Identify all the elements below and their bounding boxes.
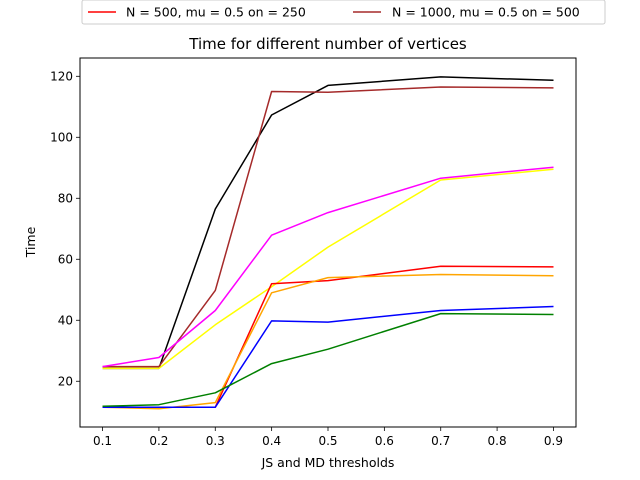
y-tick-label: 60 xyxy=(58,252,73,266)
x-tick-label: 0.5 xyxy=(318,434,337,448)
x-tick-label: 0.9 xyxy=(544,434,563,448)
x-tick-label: 0.7 xyxy=(431,434,450,448)
y-tick-label: 80 xyxy=(58,191,73,205)
x-tick-label: 0.4 xyxy=(262,434,281,448)
x-tick-label: 0.2 xyxy=(149,434,168,448)
y-axis-label: Time xyxy=(23,226,38,258)
series-line-0 xyxy=(102,76,554,370)
x-tick-label: 0.8 xyxy=(488,434,507,448)
series-line-1 xyxy=(102,86,554,368)
x-tick-label: 0.3 xyxy=(206,434,225,448)
legend: N = 500, mu = 0.5 on = 250 N = 1000, mu … xyxy=(81,0,606,25)
series-line-3 xyxy=(102,168,554,370)
y-tick-label: 100 xyxy=(50,130,73,144)
x-tick-label: 0.1 xyxy=(93,434,112,448)
plot-frame xyxy=(79,57,577,428)
legend-label-0: N = 500, mu = 0.5 on = 250 xyxy=(126,5,306,20)
y-tick-label: 40 xyxy=(58,313,73,327)
series-line-5 xyxy=(102,273,554,410)
y-tick-label: 120 xyxy=(50,69,73,83)
legend-label-1: N = 1000, mu = 0.5 on = 500 xyxy=(392,5,580,20)
y-tick-label: 20 xyxy=(58,374,73,388)
x-axis-label: JS and MD thresholds xyxy=(261,455,395,470)
x-tick-label: 0.6 xyxy=(375,434,394,448)
series-line-6 xyxy=(102,305,554,408)
chart-title: Time for different number of vertices xyxy=(188,35,467,53)
series-line-7 xyxy=(102,312,554,408)
series-line-2 xyxy=(102,166,554,368)
legend-frame xyxy=(81,0,606,25)
